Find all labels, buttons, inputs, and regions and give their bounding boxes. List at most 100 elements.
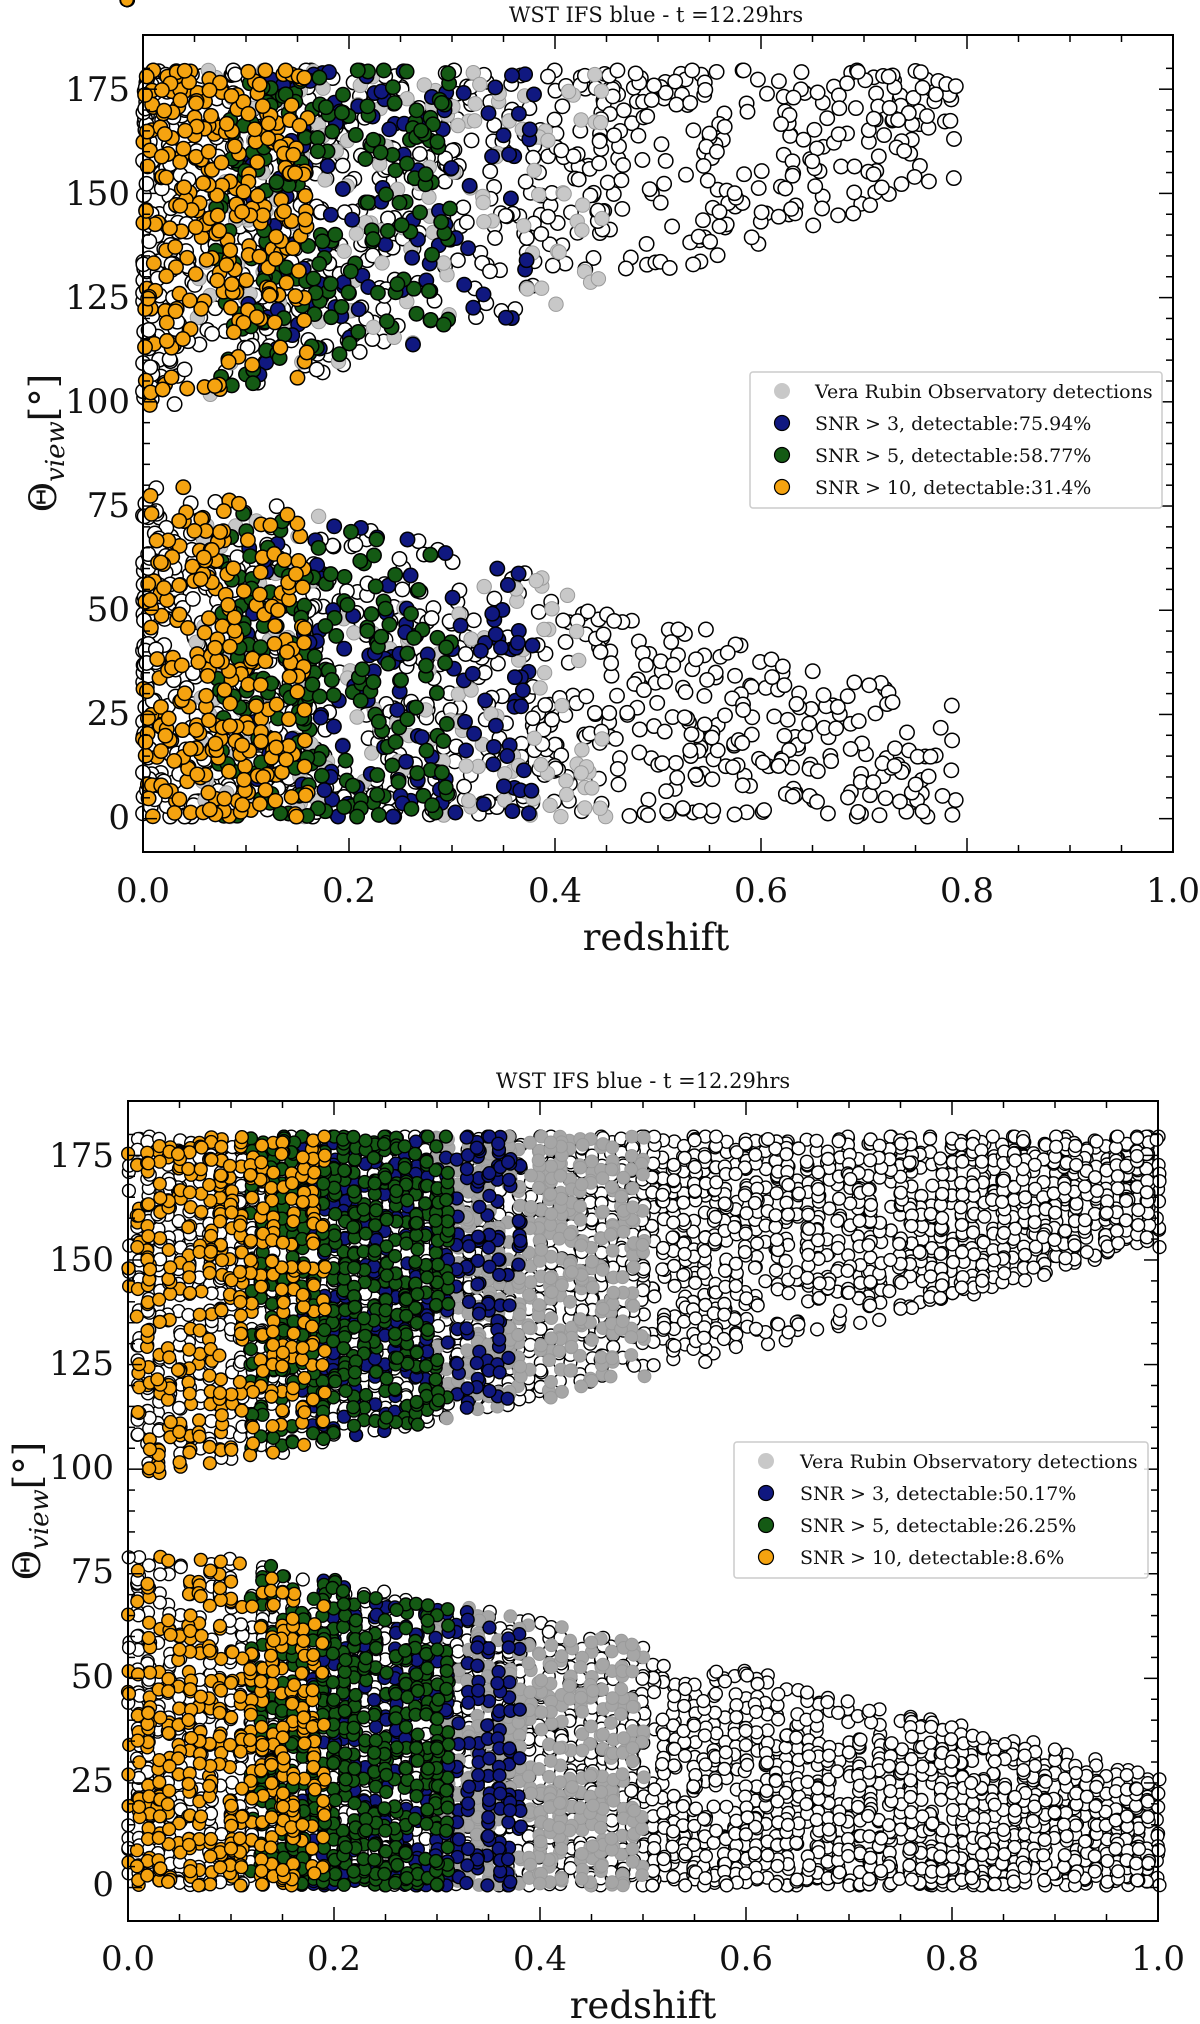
scatter-point <box>513 698 530 715</box>
scatter-point <box>177 122 194 139</box>
scatter-point <box>343 523 359 540</box>
scatter-point <box>412 204 428 221</box>
scatter-point <box>296 620 313 637</box>
scatter-point <box>554 98 571 115</box>
scatter-point <box>639 108 656 125</box>
scatter-point <box>696 716 713 733</box>
scatter-point <box>943 762 960 779</box>
scatter-point <box>266 314 283 331</box>
scatter-point <box>840 789 856 806</box>
scatter-point <box>537 697 554 714</box>
scatter-point <box>774 658 791 675</box>
scatter-point <box>609 760 626 777</box>
scatter-point <box>359 194 376 211</box>
y-axis-label-symbol: Θ <box>22 482 65 512</box>
scatter-point <box>337 752 354 769</box>
scatter-point <box>830 207 847 224</box>
scatter-point <box>349 62 366 79</box>
scatter-point <box>304 676 321 693</box>
scatter-point <box>770 73 787 90</box>
scatter-point <box>592 800 608 816</box>
scatter-point <box>385 808 402 825</box>
legend-label-vera-rubin: Vera Rubin Observatory detections <box>814 381 1153 403</box>
scatter-point <box>225 324 242 341</box>
scatter-point <box>668 96 685 113</box>
scatter-point <box>325 718 342 735</box>
scatter-point <box>226 622 243 639</box>
scatter-point <box>785 89 802 106</box>
scatter-point <box>631 721 648 738</box>
scatter-point <box>411 146 428 162</box>
scatter-point <box>899 724 915 741</box>
scatter-point <box>328 627 345 644</box>
scatter-point <box>260 130 277 147</box>
scatter-point <box>773 116 790 133</box>
scatter-point <box>344 777 361 794</box>
scatter-point <box>734 735 751 751</box>
scatter-point <box>880 68 897 85</box>
scatter-point <box>946 131 962 147</box>
scatter-point <box>524 710 541 727</box>
scatter-point <box>487 717 504 734</box>
scatter-point <box>333 104 350 121</box>
scatter-point <box>379 223 396 239</box>
scatter-point <box>341 335 358 352</box>
scatter-point <box>485 738 502 755</box>
scatter-point <box>687 767 704 784</box>
scatter-point <box>695 157 712 174</box>
scatter-point <box>380 655 397 672</box>
x-tick-label: 0.6 <box>734 871 788 911</box>
scatter-point <box>137 339 153 356</box>
scatter-point <box>433 214 450 230</box>
scatter-point <box>246 121 263 138</box>
scatter-point <box>607 730 624 747</box>
scatter-point <box>200 784 217 801</box>
scatter-point <box>643 92 660 108</box>
x-tick-labels: 0.0 0.2 0.4 0.6 0.8 1.0 <box>116 871 1200 911</box>
scatter-point <box>158 333 175 349</box>
scatter-point <box>536 665 553 681</box>
scatter-point <box>187 266 204 282</box>
scatter-point <box>556 186 572 202</box>
scatter-point <box>753 204 770 221</box>
scatter-point <box>783 200 800 217</box>
scatter-point <box>391 550 408 567</box>
scatter-point <box>760 1336 776 1352</box>
scatter-point <box>472 642 489 659</box>
scatter-point <box>573 112 589 128</box>
scatter-point <box>873 179 890 196</box>
scatter-point <box>912 64 929 81</box>
scatter-point <box>240 63 257 80</box>
scatter-point <box>914 803 931 820</box>
scatter-point <box>289 683 306 700</box>
scatter-point <box>833 158 850 175</box>
scatter-point <box>278 274 295 291</box>
scatter-point <box>222 717 238 734</box>
scatter-point <box>296 758 313 775</box>
scatter-point <box>309 143 326 160</box>
scatter-point <box>631 744 648 761</box>
scatter-point <box>163 369 180 386</box>
scatter-point <box>739 103 756 120</box>
scatter-point <box>403 800 420 817</box>
scatter-point <box>378 186 394 203</box>
scatter-point <box>599 174 616 191</box>
scatter-point <box>482 263 498 280</box>
scatter-point <box>200 610 217 627</box>
scatter-point <box>172 197 189 214</box>
y-tick-label: 125 <box>65 278 130 318</box>
scatter-point <box>523 782 540 799</box>
scatter-point <box>657 152 674 169</box>
scatter-point <box>871 807 888 824</box>
scatter-point <box>467 96 483 112</box>
scatter-point <box>649 694 666 711</box>
legend-marker-vera-rubin <box>774 383 790 399</box>
scatter-point <box>443 160 460 177</box>
scatter-point <box>225 560 242 577</box>
scatter-point <box>683 726 700 743</box>
scatter-point <box>592 114 609 131</box>
y-axis-label-unit: [°] <box>22 374 65 421</box>
scatter-point <box>372 144 389 161</box>
scatter-point <box>638 656 654 673</box>
scatter-point <box>617 260 634 277</box>
